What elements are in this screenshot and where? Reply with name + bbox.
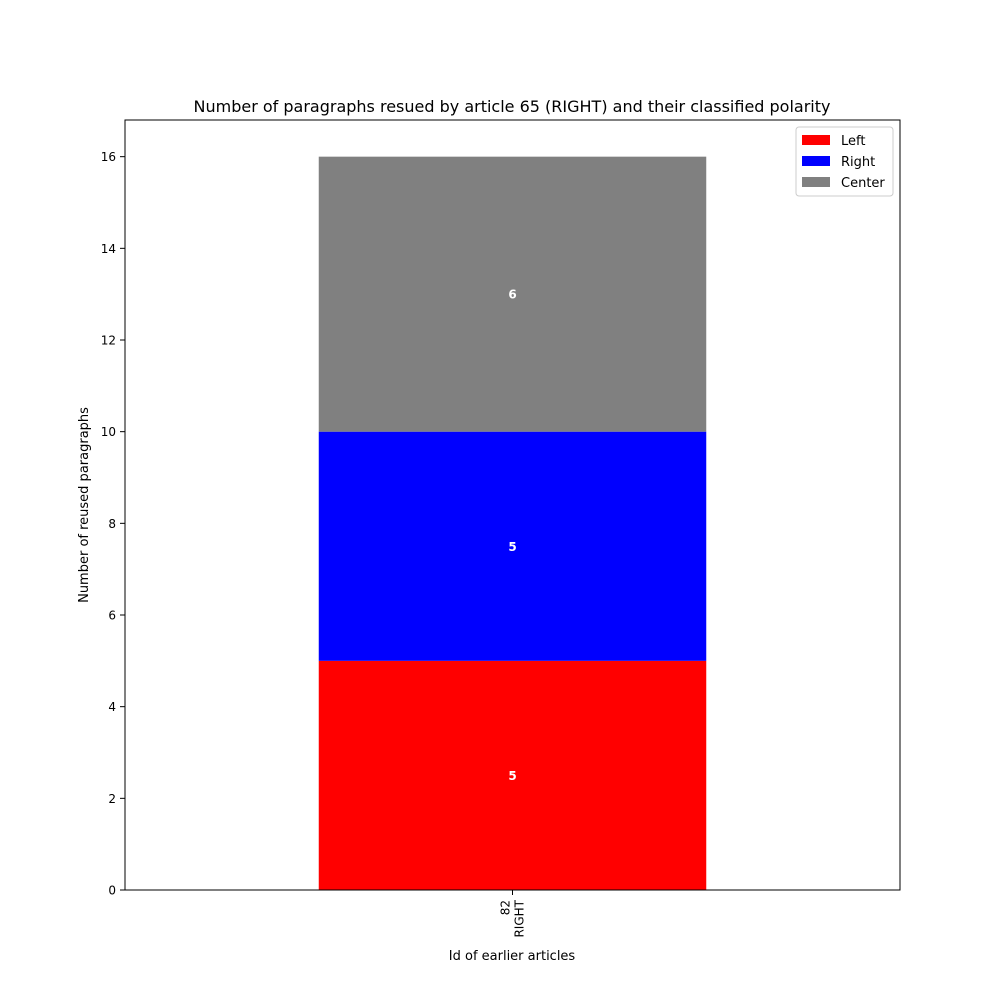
y-tick-label: 10 bbox=[101, 425, 116, 439]
legend-label-right: Right bbox=[841, 155, 875, 170]
data-label-left: 5 bbox=[508, 769, 516, 783]
legend-swatch-center bbox=[802, 177, 830, 187]
bar-segment-center bbox=[318, 156, 707, 432]
x-tick-label: 82 RIGHT bbox=[499, 899, 527, 937]
chart-title: Number of paragraphs resued by article 6… bbox=[194, 97, 831, 116]
y-tick-label: 12 bbox=[101, 334, 116, 348]
y-tick-label: 0 bbox=[108, 884, 116, 898]
x-tick-label-polarity: RIGHT bbox=[513, 899, 527, 937]
data-label-center: 6 bbox=[508, 288, 516, 302]
legend-swatch-right bbox=[802, 156, 830, 166]
y-tick-label: 8 bbox=[108, 517, 116, 531]
legend-swatch-left bbox=[802, 135, 830, 145]
data-label-right: 5 bbox=[508, 540, 516, 554]
x-axis-label: Id of earlier articles bbox=[449, 949, 576, 964]
y-tick-label: 16 bbox=[101, 150, 116, 164]
bar-segment-left bbox=[318, 660, 707, 890]
legend-label-center: Center bbox=[841, 176, 885, 191]
legend-label-left: Left bbox=[841, 134, 865, 149]
y-tick-label: 6 bbox=[108, 609, 116, 623]
y-tick-label: 2 bbox=[108, 792, 116, 806]
plot-frame bbox=[124, 119, 901, 891]
x-axis: 82 RIGHT bbox=[499, 890, 527, 938]
x-tick-label-id: 82 bbox=[499, 900, 513, 915]
y-tick-label: 14 bbox=[101, 242, 116, 256]
y-axis-label: Number of reused paragraphs bbox=[77, 407, 92, 603]
bar-stack-group: 5 5 6 bbox=[318, 156, 707, 890]
legend: Left Right Center bbox=[795, 126, 894, 197]
y-tick-label: 4 bbox=[108, 700, 116, 714]
y-axis: 0 2 4 6 8 10 12 14 16 bbox=[101, 150, 125, 898]
bar-segment-right bbox=[318, 431, 707, 661]
